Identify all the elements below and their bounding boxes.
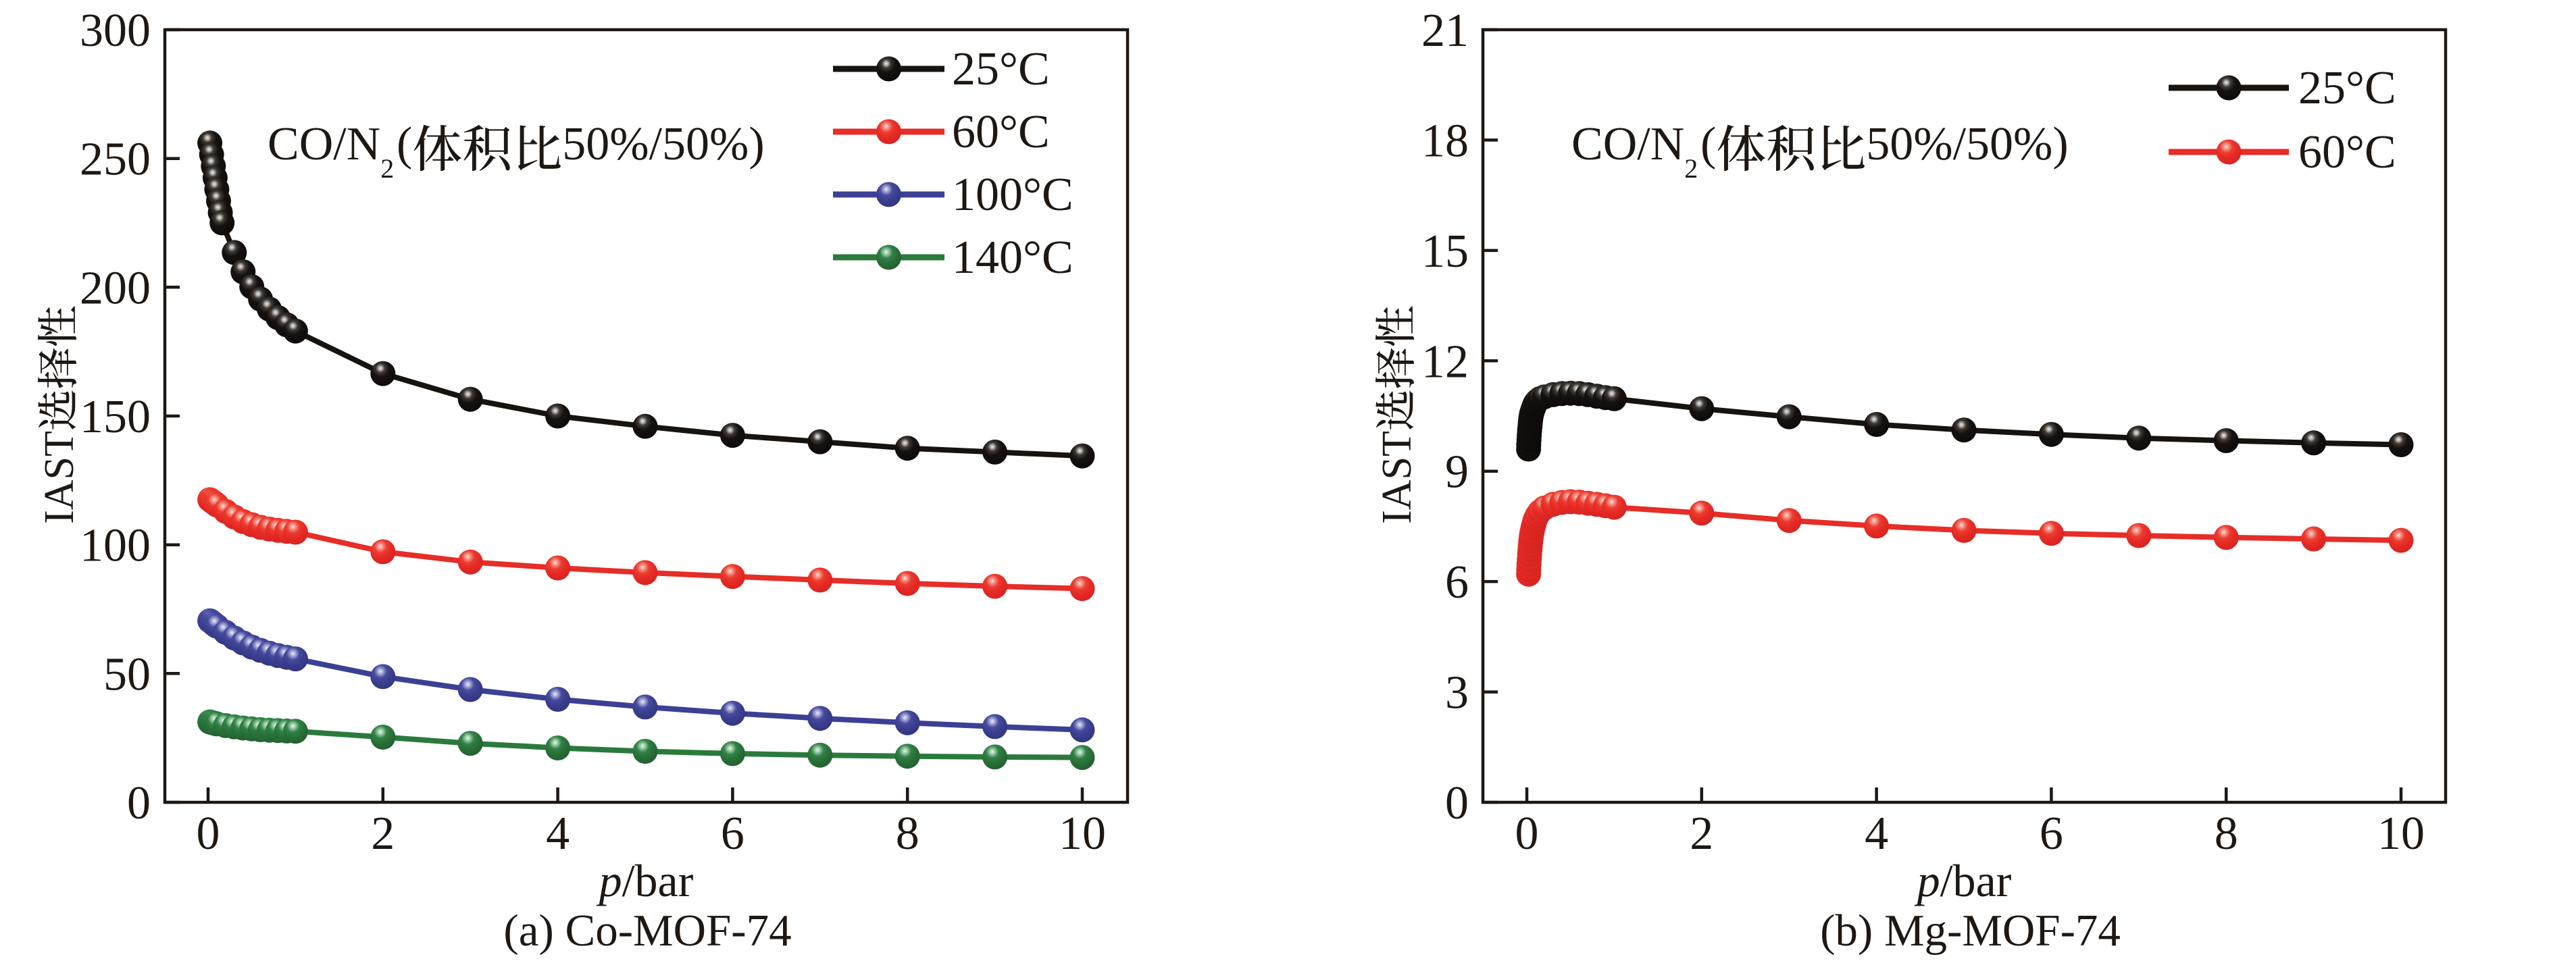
svg-text:(a) Co-MOF-74: (a) Co-MOF-74 <box>503 906 791 956</box>
svg-text:9: 9 <box>1445 446 1469 498</box>
svg-text:(: ( <box>397 118 412 170</box>
svg-text:0: 0 <box>1515 808 1539 860</box>
svg-text:p/bar: p/bar <box>597 855 694 906</box>
svg-text:2: 2 <box>1690 808 1713 860</box>
svg-text:50%/50%): 50%/50%) <box>1866 118 2068 170</box>
svg-text:60°C: 60°C <box>952 106 1050 158</box>
svg-text:(: ( <box>1700 118 1716 170</box>
svg-text:CO/N: CO/N <box>268 118 380 170</box>
svg-text:300: 300 <box>80 5 151 57</box>
svg-text:2: 2 <box>1684 153 1698 184</box>
svg-text:0: 0 <box>1445 777 1469 829</box>
svg-text:8: 8 <box>2215 808 2238 860</box>
svg-text:100: 100 <box>80 520 151 572</box>
svg-text:10: 10 <box>1059 808 1106 860</box>
svg-text:50: 50 <box>103 648 151 700</box>
svg-text:21: 21 <box>1421 5 1469 57</box>
svg-text:CO/N: CO/N <box>1571 118 1684 170</box>
svg-text:100°C: 100°C <box>952 169 1074 221</box>
svg-text:0: 0 <box>127 777 151 829</box>
svg-text:6: 6 <box>2040 808 2063 860</box>
svg-text:12: 12 <box>1421 336 1469 388</box>
svg-text:2: 2 <box>371 808 395 860</box>
svg-text:2: 2 <box>380 153 394 184</box>
svg-text:150: 150 <box>80 391 151 443</box>
svg-text:IAST: IAST <box>36 431 82 524</box>
svg-text:6: 6 <box>1445 556 1469 608</box>
svg-text:IAST: IAST <box>1374 431 1420 524</box>
svg-text:25°C: 25°C <box>952 43 1050 95</box>
svg-text:8: 8 <box>896 808 919 860</box>
svg-text:18: 18 <box>1421 115 1469 167</box>
svg-text:140°C: 140°C <box>952 232 1074 284</box>
svg-text:15: 15 <box>1421 226 1469 278</box>
svg-text:3: 3 <box>1445 667 1469 719</box>
svg-text:(b) Mg-MOF-74: (b) Mg-MOF-74 <box>1820 906 2121 956</box>
svg-text:25°C: 25°C <box>2298 62 2396 114</box>
svg-text:10: 10 <box>2377 808 2425 860</box>
svg-text:p/bar: p/bar <box>1915 855 2012 906</box>
svg-text:0: 0 <box>197 808 220 860</box>
svg-text:4: 4 <box>546 808 570 860</box>
svg-text:250: 250 <box>80 134 151 186</box>
svg-text:60°C: 60°C <box>2298 126 2396 178</box>
svg-text:4: 4 <box>1865 808 1888 860</box>
svg-text:6: 6 <box>721 808 744 860</box>
svg-text:200: 200 <box>80 262 151 314</box>
svg-text:50%/50%): 50%/50%) <box>562 118 764 170</box>
